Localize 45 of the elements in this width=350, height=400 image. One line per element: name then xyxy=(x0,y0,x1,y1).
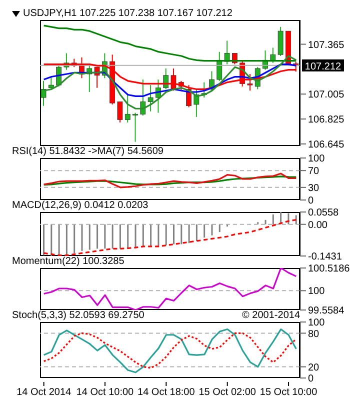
line-series xyxy=(43,268,297,310)
x-tick-label: 14 Oct 18:00 xyxy=(138,387,196,398)
chart-title: RSI(14) 51.8432 ->MA(7) 54.5609 xyxy=(12,146,164,158)
y-tick-label: -0.1431 xyxy=(308,252,342,263)
y-tick-label: 80 xyxy=(308,328,320,340)
candlestick xyxy=(48,76,54,90)
y-tick-label: 107.365 xyxy=(308,40,345,51)
chart-title: Stoch(5,3,3) 52.0593 69.2750 xyxy=(12,310,144,322)
y-tick-label: 106.825 xyxy=(308,114,345,126)
candlestick xyxy=(140,79,146,116)
ref-line-label: 107.212 xyxy=(304,61,342,72)
y-tick-label: 100.5186 xyxy=(308,264,350,275)
chart-title: Momentum(22) 100.3285 xyxy=(12,256,124,268)
y-tick-label: 0 xyxy=(308,196,314,207)
y-tick-label: 100 xyxy=(308,154,326,165)
y-tick-label: 107.005 xyxy=(308,90,345,101)
candlestick xyxy=(270,47,276,64)
annotation: © 2001-2014 xyxy=(242,310,300,321)
line-series xyxy=(43,219,297,256)
candlestick xyxy=(132,112,138,142)
y-tick-label: 99.5584 xyxy=(308,306,345,317)
y-tick-label: 20 xyxy=(308,362,320,374)
x-tick-label: 14 Oct 10:00 xyxy=(76,387,134,398)
y-tick-label: 100 xyxy=(308,318,326,329)
y-tick-label: 0.0558 xyxy=(308,208,340,219)
candlestick xyxy=(40,80,46,106)
candlestick xyxy=(117,101,123,123)
candlestick xyxy=(278,26,284,56)
x-tick-label: 14 Oct 2014 xyxy=(16,387,72,398)
y-tick-label: 30 xyxy=(308,182,320,194)
y-tick-label: 100 xyxy=(308,286,326,298)
candlestick xyxy=(148,84,154,112)
line-series xyxy=(43,172,297,188)
candlestick xyxy=(124,94,130,123)
chart-title: USDJPY,H1 107.225 107.238 107.167 107.212 xyxy=(23,8,232,20)
y-tick-label: 70 xyxy=(308,166,320,178)
chart-title: MACD(12,26,9) 0.0412 0.0203 xyxy=(12,200,148,212)
x-tick-label: 15 Oct 02:00 xyxy=(198,387,256,398)
candlestick xyxy=(163,68,169,90)
y-tick-label: 0 xyxy=(308,374,314,385)
y-tick-label: 0.00 xyxy=(308,220,328,231)
x-tick-label: 15 Oct 10:00 xyxy=(260,387,318,398)
candlestick xyxy=(216,51,222,82)
y-tick-label: 106.645 xyxy=(308,139,345,150)
line-series xyxy=(43,176,297,186)
